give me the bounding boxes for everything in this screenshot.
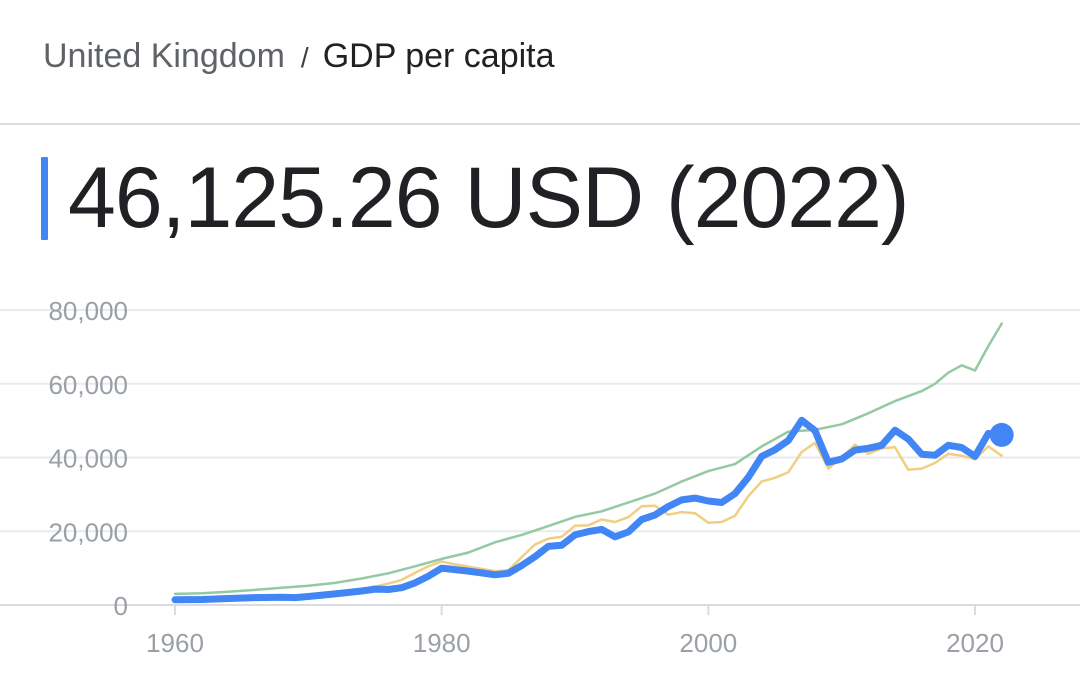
headline-value: 46,125.26 USD (2022) (68, 150, 910, 246)
y-tick-label: 40,000 (48, 444, 128, 474)
series-line-primary (171, 416, 1006, 604)
x-tick-label: 2000 (679, 628, 737, 658)
y-tick-label: 60,000 (48, 370, 128, 400)
x-tick-label: 1980 (413, 628, 471, 658)
x-tick-label: 1960 (146, 628, 204, 658)
breadcrumb: United Kingdom / GDP per capita (43, 34, 555, 80)
y-axis-tick-labels: 0 20,000 40,000 60,000 80,000 (48, 296, 128, 621)
series-lines (171, 322, 1006, 604)
series-line-orange (173, 441, 1003, 602)
y-tick-label: 0 (114, 591, 128, 621)
x-tick-label: 2020 (946, 628, 1004, 658)
header-divider (0, 123, 1080, 125)
highlight-markers (989, 422, 1014, 447)
gridlines (0, 309, 1080, 606)
breadcrumb-separator: / (300, 42, 309, 73)
value-accent-bar (41, 157, 48, 240)
latest-value-point[interactable] (989, 422, 1014, 447)
gdp-line-chart[interactable]: 0 20,000 40,000 60,000 80,000 1960 1980 2000 20… (0, 280, 1080, 681)
y-tick-label: 80,000 (48, 296, 128, 326)
x-axis-tick-labels: 1960 1980 2000 2020 (146, 605, 1004, 658)
y-tick-label: 20,000 (48, 517, 128, 547)
breadcrumb-metric: GDP per capita (322, 37, 555, 75)
series-line-green (173, 322, 1003, 596)
breadcrumb-country[interactable]: United Kingdom (43, 37, 285, 75)
